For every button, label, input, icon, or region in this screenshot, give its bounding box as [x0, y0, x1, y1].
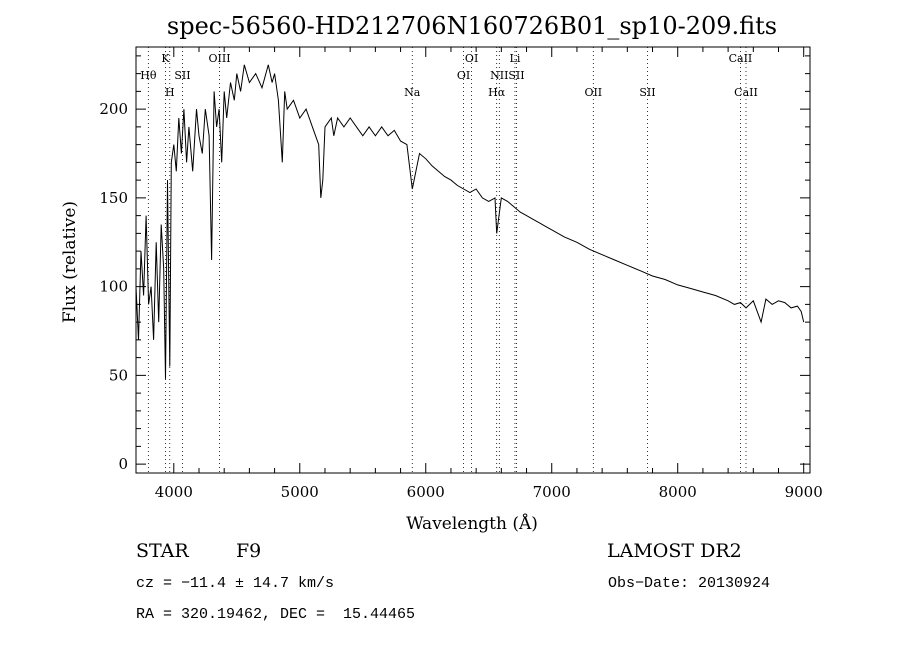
- spectral-line-label: OIII: [208, 52, 230, 65]
- y-tick-label: 100: [99, 278, 128, 296]
- spectral-line-label: SII: [639, 86, 655, 99]
- coordinates: RA = 320.19462, DEC = 15.44465: [136, 606, 416, 623]
- spectral-subclass: F9: [236, 540, 262, 562]
- x-axis-label: Wavelength (Å): [406, 513, 538, 534]
- y-tick-label: 50: [109, 366, 128, 384]
- spectral-line-label: OI: [465, 52, 478, 65]
- spectral-line-label: Hθ: [140, 69, 157, 82]
- x-tick-label: 6000: [407, 483, 445, 501]
- x-tick-label: 5000: [281, 483, 319, 501]
- x-tick-label: 9000: [785, 483, 823, 501]
- spectral-line-label: SII: [508, 69, 524, 82]
- y-tick-label: 0: [118, 455, 128, 473]
- spectral-line-label: Li: [510, 52, 521, 65]
- observation-date: Obs−Date: 20130924: [608, 575, 771, 592]
- spectral-line-label: K: [161, 52, 170, 65]
- x-tick-label: 7000: [533, 483, 571, 501]
- spectral-line-label: NII: [490, 69, 508, 82]
- x-tick-label: 4000: [155, 483, 193, 501]
- spectral-line-label: CaII: [729, 52, 753, 65]
- survey-name: LAMOST DR2: [607, 540, 742, 562]
- object-class: STAR: [136, 540, 189, 562]
- chart-title: spec-56560-HD212706N160726B01_sp10-209.f…: [167, 12, 777, 40]
- y-tick-label: 150: [99, 189, 128, 207]
- y-axis-label: Flux (relative): [60, 201, 80, 323]
- spectral-line-label: CaII: [734, 86, 758, 99]
- spectral-line-label: OII: [584, 86, 602, 99]
- spectral-line-label: OI: [457, 69, 470, 82]
- spectrum-line: [135, 64, 805, 379]
- spectral-line-label: SII: [174, 69, 190, 82]
- spectral-line-label: Hα: [488, 86, 506, 99]
- plot-frame: [135, 46, 811, 474]
- x-tick-label: 8000: [659, 483, 697, 501]
- spectral-line-label: H: [165, 86, 175, 99]
- y-tick-label: 200: [99, 100, 128, 118]
- redshift-cz: cz = −11.4 ± 14.7 km/s: [136, 575, 335, 592]
- spectral-line-label: Na: [404, 86, 421, 99]
